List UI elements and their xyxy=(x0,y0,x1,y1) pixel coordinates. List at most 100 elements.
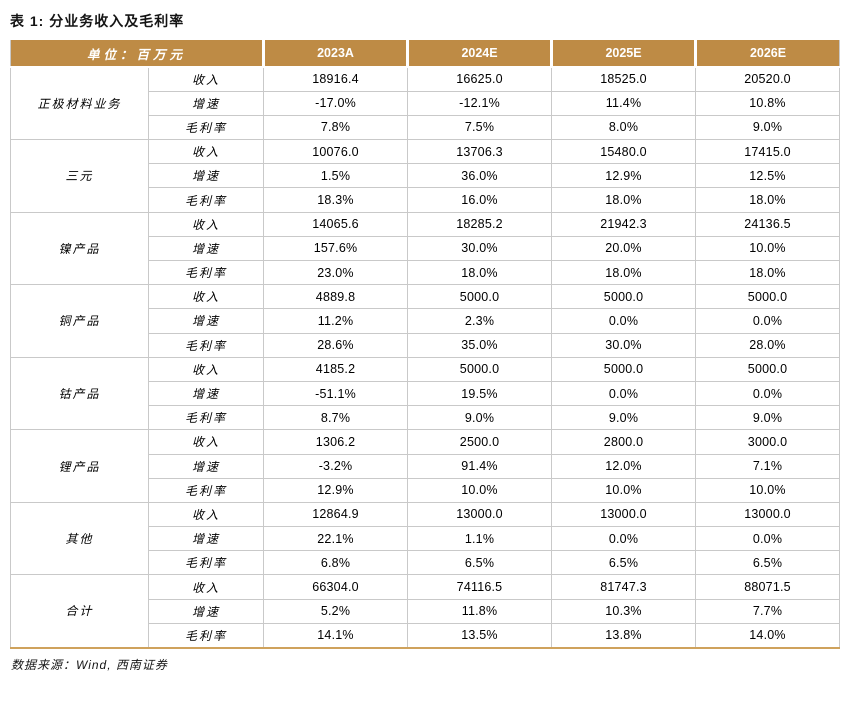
table-row: 钴产品 收入 4185.2 5000.0 5000.0 5000.0 xyxy=(10,356,841,431)
value-cell: 9.0% xyxy=(407,405,553,431)
value-cell: 5000.0 xyxy=(695,356,841,382)
value-cell: 4185.2 xyxy=(263,356,409,382)
value-cell: -3.2% xyxy=(263,453,409,479)
metric-label-cell: 增速 xyxy=(147,235,265,262)
value-cell: 0.0% xyxy=(695,380,841,407)
value-cell: 14.1% xyxy=(263,622,409,649)
table-row: 毛利率 28.6% 35.0% 30.0% 28.0% xyxy=(11,332,841,358)
value-cell: 3000.0 xyxy=(695,429,841,455)
value-cell: 8.7% xyxy=(263,405,409,431)
value-cell: 23.0% xyxy=(263,259,409,286)
value-cell: 13.8% xyxy=(551,622,697,649)
metric-label-cell: 增速 xyxy=(147,526,265,552)
value-cell: 10.0% xyxy=(407,477,553,503)
value-cell: 21942.3 xyxy=(551,211,697,237)
year-column-header: 2023A xyxy=(262,40,408,68)
table-row: 增速 1.5% 36.0% 12.9% 12.5% xyxy=(11,163,841,189)
value-cell: 9.0% xyxy=(551,405,697,431)
value-cell: 0.0% xyxy=(551,308,697,334)
table-row: 铜产品 收入 4889.8 5000.0 5000.0 5000.0 xyxy=(10,284,841,358)
table-title: 表 1: 分业务收入及毛利率 xyxy=(10,13,185,29)
metric-label-cell: 毛利率 xyxy=(147,622,265,649)
value-cell: 10.8% xyxy=(695,90,841,116)
table-row: 其他 收入 12864.9 13000.0 13000.0 13000.0 xyxy=(10,501,841,576)
value-cell: 91.4% xyxy=(407,453,553,479)
table-body: 正极材料业务 收入 18916.4 16625.0 18525.0 20520.0 增速 -1… xyxy=(10,66,841,649)
value-cell: 10076.0 xyxy=(263,139,409,165)
table-row: 三元 收入 10076.0 13706.3 15480.0 17415.0 xyxy=(10,139,841,213)
metric-label-cell: 收入 xyxy=(147,66,265,92)
value-cell: 18916.4 xyxy=(263,66,409,92)
value-cell: 16625.0 xyxy=(407,66,553,92)
value-cell: 22.1% xyxy=(263,526,409,552)
metric-label-cell: 增速 xyxy=(147,163,265,189)
metric-label-cell: 收入 xyxy=(147,139,265,165)
value-cell: 17415.0 xyxy=(695,139,841,165)
value-cell: 18285.2 xyxy=(407,211,553,237)
value-cell: 30.0% xyxy=(551,332,697,358)
segment-name-cell: 正极材料业务 xyxy=(10,66,149,141)
value-cell: 19.5% xyxy=(407,380,553,407)
value-cell: 20520.0 xyxy=(695,66,841,92)
metric-label-cell: 增速 xyxy=(147,598,265,624)
value-cell: 28.0% xyxy=(695,332,841,358)
value-cell: 6.5% xyxy=(695,550,841,576)
metric-label-cell: 毛利率 xyxy=(147,332,265,358)
metric-label-cell: 收入 xyxy=(147,501,265,528)
metric-label-cell: 收入 xyxy=(147,574,265,600)
metric-label-cell: 收入 xyxy=(147,211,265,237)
header-row: 单位：百万元 2023A 2024E 2025E 2026E xyxy=(10,40,840,68)
value-cell: 5000.0 xyxy=(407,356,553,382)
value-cell: 2.3% xyxy=(407,308,553,334)
value-cell: 10.3% xyxy=(551,598,697,624)
table-row: 毛利率 14.1% 13.5% 13.8% 14.0% xyxy=(11,622,841,649)
value-cell: 5000.0 xyxy=(407,284,553,310)
value-cell: 81747.3 xyxy=(551,574,697,600)
value-cell: 157.6% xyxy=(263,235,409,262)
data-source-note: 数据来源：Wind, 西南证券 xyxy=(11,657,168,672)
segment-name-cell: 合计 xyxy=(10,574,149,648)
table-row: 增速 22.1% 1.1% 0.0% 0.0% xyxy=(11,526,841,552)
unit-header-cell: 单位：百万元 xyxy=(10,40,264,68)
value-cell: 15480.0 xyxy=(551,139,697,165)
value-cell: 9.0% xyxy=(695,114,841,141)
value-cell: 18525.0 xyxy=(551,66,697,92)
segment-name-cell: 铜产品 xyxy=(10,284,149,358)
table-row: 增速 5.2% 11.8% 10.3% 7.7% xyxy=(11,598,841,624)
metric-label-cell: 收入 xyxy=(147,284,265,310)
table-row: 增速 157.6% 30.0% 20.0% 10.0% xyxy=(11,235,841,262)
table-row: 锂产品 收入 1306.2 2500.0 2800.0 3000.0 xyxy=(10,429,841,503)
value-cell: 2800.0 xyxy=(551,429,697,455)
value-cell: 13.5% xyxy=(407,622,553,649)
value-cell: 0.0% xyxy=(695,526,841,552)
year-column-header: 2026E xyxy=(694,40,840,68)
value-cell: 1.5% xyxy=(263,163,409,189)
revenue-margin-table: 单位：百万元 2023A 2024E 2025E 2026E 正极材料业务 收入 1… xyxy=(10,40,841,649)
value-cell: 12.9% xyxy=(551,163,697,189)
metric-label-cell: 增速 xyxy=(147,453,265,479)
table-row: 增速 11.2% 2.3% 0.0% 0.0% xyxy=(11,308,841,334)
table-row: 镍产品 收入 14065.6 18285.2 21942.3 24136.5 xyxy=(10,211,841,286)
value-cell: 12.0% xyxy=(551,453,697,479)
value-cell: 10.0% xyxy=(695,477,841,503)
value-cell: 0.0% xyxy=(551,380,697,407)
value-cell: 14.0% xyxy=(695,622,841,649)
value-cell: 12.9% xyxy=(263,477,409,503)
value-cell: 30.0% xyxy=(407,235,553,262)
metric-label-cell: 收入 xyxy=(147,429,265,455)
metric-label-cell: 毛利率 xyxy=(147,405,265,431)
value-cell: 2500.0 xyxy=(407,429,553,455)
value-cell: -51.1% xyxy=(263,380,409,407)
value-cell: 7.1% xyxy=(695,453,841,479)
value-cell: 35.0% xyxy=(407,332,553,358)
metric-label-cell: 增速 xyxy=(147,308,265,334)
table-row: 增速 -3.2% 91.4% 12.0% 7.1% xyxy=(11,453,841,479)
value-cell: 10.0% xyxy=(695,235,841,262)
value-cell: 16.0% xyxy=(407,187,553,213)
value-cell: 1.1% xyxy=(407,526,553,552)
value-cell: 24136.5 xyxy=(695,211,841,237)
table-row: 合计 收入 66304.0 74116.5 81747.3 88071.5 xyxy=(10,574,841,648)
segment-name-cell: 锂产品 xyxy=(10,429,149,503)
value-cell: 14065.6 xyxy=(263,211,409,237)
value-cell: 18.0% xyxy=(695,187,841,213)
